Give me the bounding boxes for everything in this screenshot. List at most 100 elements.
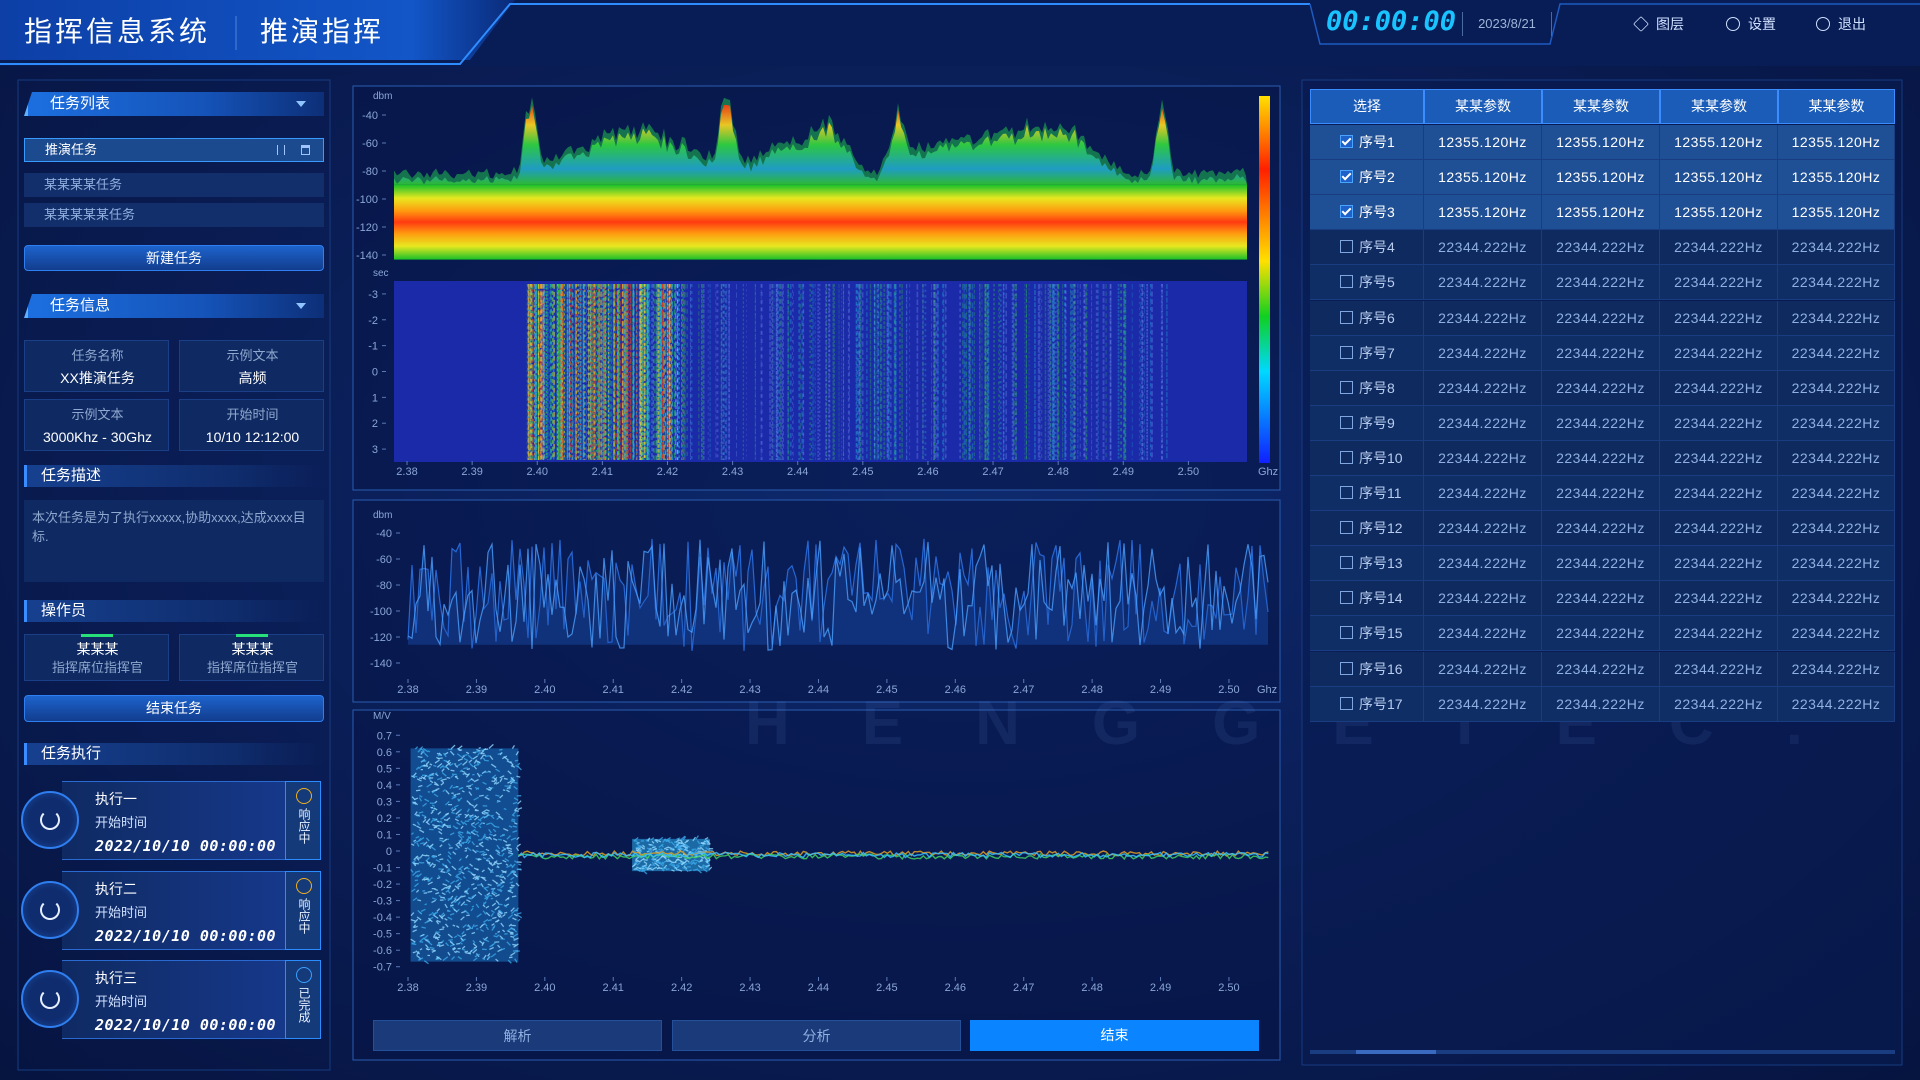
- checkbox[interactable]: [1340, 556, 1353, 570]
- signal-noise: [513, 913, 518, 917]
- checkbox[interactable]: [1340, 275, 1353, 289]
- y-tick-label: -3: [368, 289, 378, 301]
- table-cell: 22344.222Hz: [1542, 440, 1660, 476]
- checkbox[interactable]: [1340, 170, 1353, 184]
- menu-button[interactable]: 设置: [1722, 10, 1806, 38]
- table-row[interactable]: 序号15 22344.222Hz 22344.222Hz 22344.222Hz 223…: [1310, 616, 1895, 652]
- signal-noise: [463, 757, 469, 762]
- checkbox[interactable]: [1340, 521, 1353, 535]
- signal-noise: [516, 912, 522, 915]
- checkbox[interactable]: [1340, 486, 1353, 499]
- signal-noise: [424, 920, 430, 924]
- signal-noise: [414, 882, 419, 888]
- signal-noise: [461, 938, 466, 942]
- table-row[interactable]: 序号16 22344.222Hz 22344.222Hz 22344.222Hz 223…: [1310, 651, 1895, 687]
- table-row[interactable]: 序号4 22344.222Hz 22344.222Hz 22344.222Hz 2234…: [1310, 230, 1895, 266]
- table-row[interactable]: 序号2 12355.120Hz 12355.120Hz 12355.120Hz 1235…: [1310, 160, 1895, 196]
- signal-noise: [451, 795, 457, 800]
- signal-noise: [458, 831, 464, 834]
- table-row[interactable]: 序号3 12355.120Hz 12355.120Hz 12355.120Hz 1235…: [1310, 195, 1895, 231]
- task-item[interactable]: 某某某某某任务: [24, 203, 324, 227]
- table-cell: 22344.222Hz: [1424, 230, 1542, 266]
- signal-noise: [418, 777, 423, 780]
- action-button[interactable]: 结束: [970, 1020, 1259, 1051]
- signal-noise: [703, 856, 709, 862]
- signal-noise: [447, 851, 452, 856]
- table-row[interactable]: 序号8 22344.222Hz 22344.222Hz 22344.222Hz 2234…: [1310, 370, 1895, 406]
- signal-noise: [416, 821, 421, 826]
- x-tick-label: 2.50: [1218, 982, 1239, 994]
- table-cell: 22344.222Hz: [1542, 616, 1660, 652]
- checkbox[interactable]: [1340, 345, 1353, 359]
- signal-noise: [473, 796, 479, 801]
- task-item[interactable]: 某某某某任务: [24, 173, 324, 197]
- checkbox[interactable]: [1340, 415, 1353, 429]
- clock: 00:00:00: [1326, 6, 1457, 37]
- menu-button[interactable]: 图层: [1630, 10, 1714, 38]
- signal-noise: [642, 844, 646, 848]
- table-row[interactable]: 序号13 22344.222Hz 22344.222Hz 22344.222Hz 223…: [1310, 546, 1895, 582]
- checkbox[interactable]: [1340, 310, 1353, 324]
- signal-noise: [485, 897, 489, 901]
- task-item[interactable]: 推演任务: [24, 138, 324, 162]
- signal-noise: [456, 821, 461, 826]
- checkbox[interactable]: [1340, 380, 1353, 394]
- signal-noise: [466, 899, 471, 903]
- table-row[interactable]: 序号12 22344.222Hz 22344.222Hz 22344.222Hz 223…: [1310, 511, 1895, 547]
- signal-noise: [444, 923, 449, 928]
- signal-noise: [413, 925, 418, 929]
- y-tick-label: 0.6: [377, 747, 392, 759]
- table-row[interactable]: 序号6 22344.222Hz 22344.222Hz 22344.222Hz 2234…: [1310, 300, 1895, 336]
- signal-noise: [412, 897, 418, 902]
- signal-noise: [437, 853, 442, 857]
- delete-icon[interactable]: [301, 145, 310, 155]
- table-row[interactable]: 序号1 12355.120Hz 12355.120Hz 12355.120Hz 1235…: [1310, 125, 1895, 161]
- signal-noise: [410, 869, 414, 873]
- refresh-arrow: [40, 989, 60, 1009]
- signal-noise: [445, 884, 451, 889]
- menu-button[interactable]: 退出: [1812, 10, 1896, 38]
- table-row[interactable]: 序号10 22344.222Hz 22344.222Hz 22344.222Hz 223…: [1310, 440, 1895, 476]
- signal-noise: [457, 797, 463, 802]
- action-button[interactable]: 解析: [373, 1020, 662, 1051]
- table-row[interactable]: 序号14 22344.222Hz 22344.222Hz 22344.222Hz 223…: [1310, 581, 1895, 617]
- signal-noise: [440, 886, 446, 891]
- action-button[interactable]: 分析: [672, 1020, 961, 1051]
- table-row[interactable]: 序号11 22344.222Hz 22344.222Hz 22344.222Hz 223…: [1310, 476, 1895, 512]
- checkbox[interactable]: [1340, 450, 1353, 464]
- checkbox[interactable]: [1340, 591, 1353, 605]
- table-cell: 22344.222Hz: [1778, 476, 1895, 512]
- scroll-thumb[interactable]: [1356, 1050, 1436, 1054]
- signal-noise: [449, 940, 455, 946]
- y-tick-label: 0.5: [377, 763, 392, 775]
- checkbox[interactable]: [1340, 135, 1353, 148]
- end-task-button[interactable]: 结束任务: [24, 695, 324, 722]
- refresh-icon[interactable]: [21, 791, 79, 849]
- signal-noise: [457, 956, 462, 960]
- signal-noise: [422, 764, 426, 767]
- checkbox[interactable]: [1340, 240, 1353, 254]
- table-row[interactable]: 序号5 22344.222Hz 22344.222Hz 22344.222Hz 2234…: [1310, 265, 1895, 301]
- table-row[interactable]: 序号7 22344.222Hz 22344.222Hz 22344.222Hz 2234…: [1310, 335, 1895, 371]
- y-tick-label: -60: [376, 554, 392, 566]
- signal-noise: [455, 879, 460, 883]
- signal-noise: [702, 867, 708, 873]
- checkbox[interactable]: [1340, 696, 1353, 710]
- checkbox[interactable]: [1340, 626, 1353, 640]
- signal-noise: [451, 807, 457, 812]
- header-line: [0, 3, 1310, 65]
- signal-noise: [705, 864, 711, 868]
- new-task-button[interactable]: 新建任务: [24, 245, 324, 271]
- checkbox[interactable]: [1340, 205, 1353, 219]
- y-tick-label: -80: [376, 580, 392, 592]
- signal-noise: [514, 860, 518, 864]
- menu-icon: [1816, 17, 1830, 31]
- signal-noise: [508, 852, 514, 855]
- checkbox[interactable]: [1340, 661, 1353, 675]
- signal-noise: [483, 922, 488, 927]
- table-row[interactable]: 序号17 22344.222Hz 22344.222Hz 22344.222Hz 223…: [1310, 686, 1895, 722]
- table-cell: 22344.222Hz: [1424, 335, 1542, 371]
- table-row[interactable]: 序号9 22344.222Hz 22344.222Hz 22344.222Hz 2234…: [1310, 405, 1895, 441]
- signal-noise: [507, 770, 512, 775]
- signal-noise: [461, 933, 467, 937]
